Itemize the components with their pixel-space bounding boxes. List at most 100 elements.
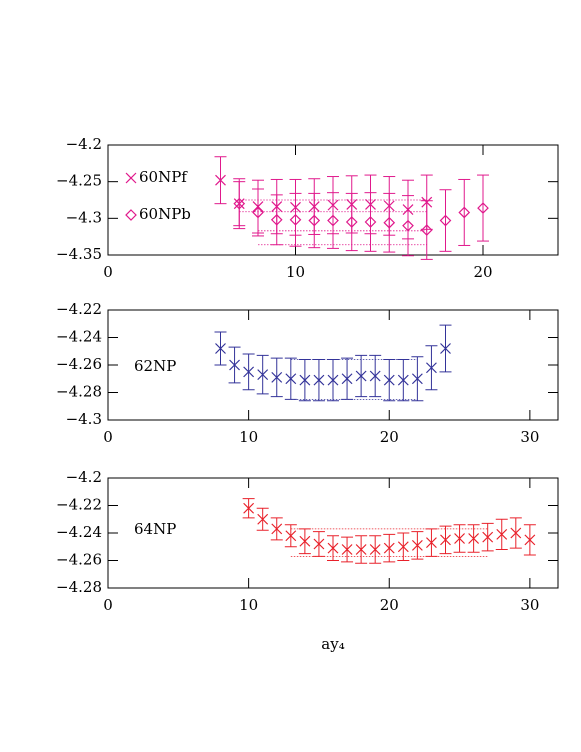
- error-bar: [458, 178, 471, 246]
- y-tick-label: −4.24: [56, 523, 102, 541]
- marker: [289, 213, 302, 226]
- x-tick-label: 30: [520, 596, 539, 614]
- y-tick-label: −4.35: [56, 245, 102, 263]
- error-bar: [364, 192, 377, 252]
- marker: [341, 544, 353, 555]
- legend-entry: 60NPf: [125, 168, 188, 186]
- x-axis-label: ay₄: [321, 635, 344, 653]
- marker: [439, 214, 452, 227]
- marker: [215, 343, 226, 354]
- marker: [411, 539, 423, 551]
- error-bar: [420, 200, 433, 260]
- y-tick-label: −4.26: [56, 355, 102, 373]
- marker: [299, 535, 311, 547]
- marker: [364, 216, 377, 228]
- error-bar: [233, 181, 246, 227]
- legend-label: 60NPb: [139, 205, 191, 223]
- marker: [383, 216, 396, 229]
- marker: [270, 213, 283, 226]
- panel: −4.35 −4.3 −4.25 −4.2 0 10 20 60NPf 60NPb: [56, 135, 559, 281]
- marker: [271, 371, 283, 383]
- marker: [125, 172, 137, 184]
- marker: [496, 528, 508, 540]
- marker: [257, 369, 269, 381]
- error-bar: [439, 189, 452, 252]
- marker: [402, 219, 414, 232]
- marker: [233, 197, 246, 210]
- error-bar: [383, 192, 396, 253]
- marker: [510, 527, 522, 539]
- error-bar: [477, 174, 489, 242]
- x-tick-label: 30: [520, 428, 539, 446]
- marker: [458, 206, 471, 219]
- marker: [308, 214, 321, 227]
- x-tick-label: 0: [103, 428, 113, 446]
- legend-entry: 62NP: [134, 357, 176, 375]
- marker: [355, 544, 367, 555]
- marker: [383, 374, 395, 386]
- y-tick-label: −4.26: [56, 551, 102, 569]
- marker: [397, 541, 409, 553]
- x-tick-label: 0: [103, 596, 113, 614]
- y-tick-label: −4.28: [56, 383, 102, 401]
- marker: [229, 359, 240, 371]
- marker: [252, 206, 264, 219]
- x-tick-label: 10: [239, 596, 258, 614]
- marker: [524, 534, 536, 546]
- marker: [243, 502, 255, 514]
- error-bar: [327, 192, 339, 249]
- error-bar: [289, 192, 302, 247]
- marker: [313, 538, 325, 550]
- error-bar: [252, 188, 264, 237]
- y-tick-label: −4.2: [66, 468, 102, 486]
- marker: [477, 202, 489, 214]
- y-tick-label: −4.22: [56, 300, 102, 318]
- marker: [454, 533, 465, 544]
- marker: [426, 537, 437, 549]
- marker: [369, 370, 381, 382]
- y-tick-label: −4.2: [66, 135, 102, 153]
- marker: [420, 224, 433, 236]
- legend-label: 64NP: [134, 520, 176, 538]
- y-tick-label: −4.28: [56, 578, 102, 596]
- marker: [271, 523, 283, 535]
- x-tick-label: 20: [380, 596, 399, 614]
- panel: −4.3 −4.28 −4.26 −4.24 −4.22 0 10 20 30 62NP: [56, 300, 559, 446]
- marker: [243, 366, 255, 378]
- error-bar: [270, 194, 283, 246]
- marker: [285, 373, 297, 385]
- error-bar: [402, 195, 414, 257]
- marker: [383, 542, 395, 554]
- marker: [426, 362, 437, 374]
- marker: [482, 531, 494, 543]
- x-tick-label: 10: [239, 428, 258, 446]
- marker: [125, 209, 137, 221]
- y-tick-label: −4.3: [66, 410, 102, 428]
- y-tick-label: −4.22: [56, 496, 102, 514]
- plot-frame: [107, 144, 559, 256]
- marker: [369, 544, 381, 555]
- x-tick-label: 20: [473, 263, 492, 281]
- legend-label: 62NP: [134, 357, 176, 375]
- marker: [397, 374, 409, 386]
- x-tick-label: 10: [286, 263, 305, 281]
- marker: [215, 174, 226, 186]
- y-tick-label: −4.3: [66, 208, 102, 226]
- marker: [327, 542, 339, 554]
- y-tick-label: −4.24: [56, 328, 102, 346]
- error-bar: [308, 192, 321, 249]
- legend-entry: 60NPb: [125, 205, 191, 223]
- marker: [468, 533, 480, 544]
- marker: [341, 373, 353, 385]
- marker: [345, 216, 358, 228]
- legend-entry: 64NP: [134, 520, 176, 538]
- marker: [411, 373, 423, 385]
- marker: [355, 370, 367, 382]
- marker: [327, 374, 339, 386]
- error-bar: [345, 192, 358, 252]
- x-tick-label: 0: [103, 263, 113, 281]
- marker: [285, 530, 297, 542]
- panel: −4.28 −4.26 −4.24 −4.22 −4.2 0 10 20 30 64NP ay₄: [56, 468, 559, 653]
- marker: [440, 343, 451, 354]
